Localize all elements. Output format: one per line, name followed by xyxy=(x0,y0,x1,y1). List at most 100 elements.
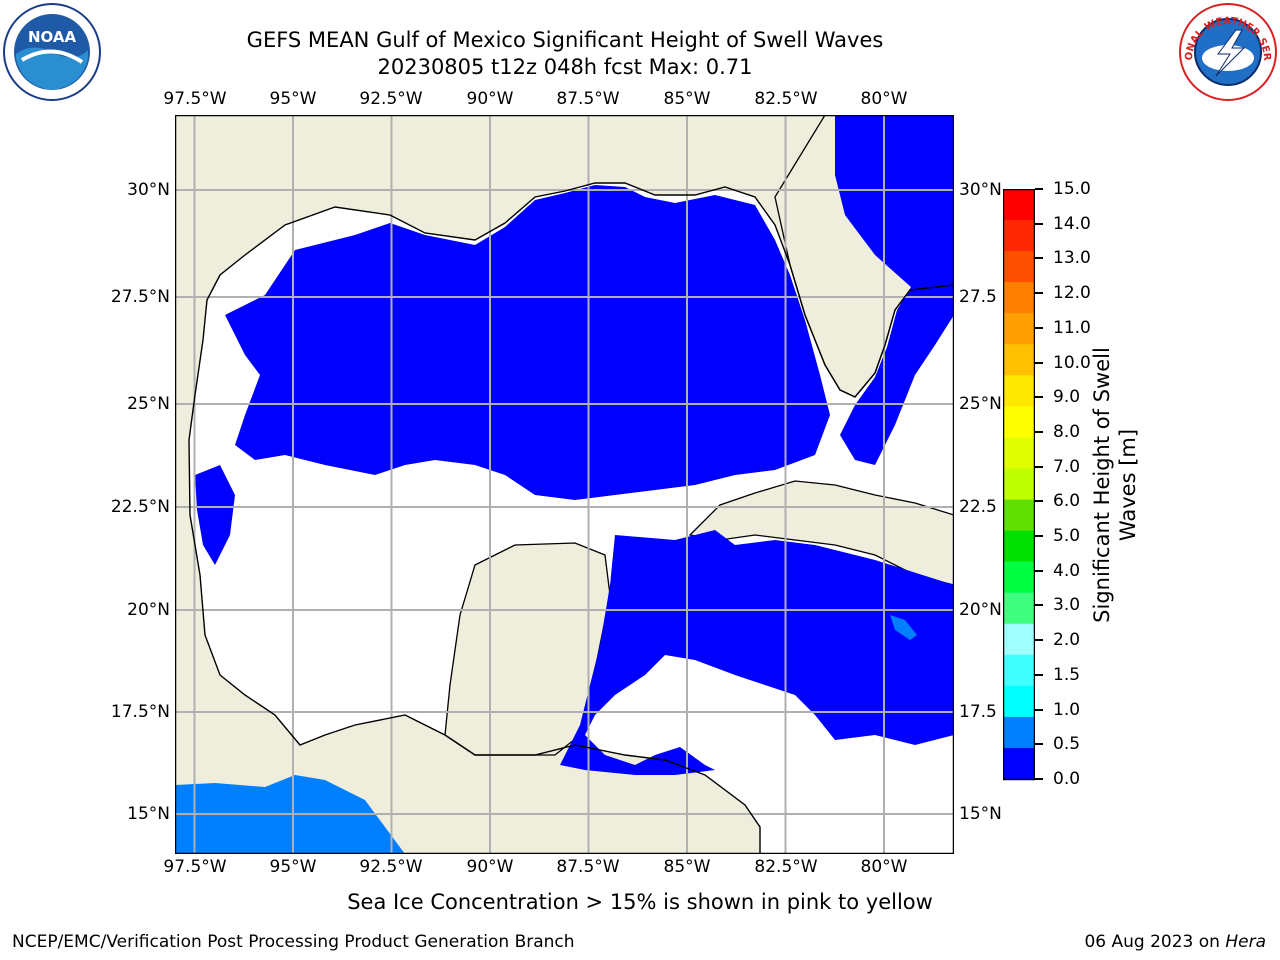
colorbar-title: Significant Height of Swell Waves [m] xyxy=(1089,285,1141,685)
credit-organization: NCEP/EMC/Verification Post Processing Pr… xyxy=(12,932,575,952)
lon-tick-top: 95°W xyxy=(269,89,317,109)
credit-date-text: 06 Aug 2023 on xyxy=(1084,932,1226,952)
graticule xyxy=(175,115,954,854)
colorbar-swatch xyxy=(1003,685,1035,718)
colorbar-label: 15.0 xyxy=(1053,179,1091,199)
colorbar-label: 2.0 xyxy=(1053,630,1081,651)
lat-tick-right: 25°N xyxy=(959,394,1002,414)
colorbar-label: 12.0 xyxy=(1053,283,1091,304)
lon-tick-top: 82.5°W xyxy=(754,89,818,109)
colorbar-label: 13.0 xyxy=(1053,248,1091,269)
colorbar-swatch xyxy=(1003,530,1035,563)
colorbar-tick xyxy=(1035,673,1043,676)
colorbar-swatch xyxy=(1003,251,1035,283)
colorbar-swatch xyxy=(1003,747,1035,780)
colorbar-label: 1.5 xyxy=(1053,664,1081,685)
map-subtitle: 20230805 t12z 048h fcst Max: 0.71 xyxy=(377,55,753,79)
lat-tick-right: 20°N xyxy=(959,600,1002,620)
colorbar-label: 14.0 xyxy=(1053,213,1091,234)
colorbar-tick xyxy=(1035,708,1043,711)
colorbar-swatch xyxy=(1003,561,1035,594)
colorbar-tick xyxy=(1035,257,1043,260)
credit-host: Hera xyxy=(1225,932,1266,952)
colorbar-swatch xyxy=(1003,716,1035,749)
colorbar-swatch xyxy=(1003,313,1035,345)
lon-tick-bottom: 90°W xyxy=(466,857,514,877)
lat-tick-left: 25°N xyxy=(127,394,170,414)
lat-tick-right: 30°N xyxy=(959,180,1002,200)
colorbar-label: 0.5 xyxy=(1053,734,1081,755)
lon-tick-top: 90°W xyxy=(466,89,514,109)
colorbar-label: 3.0 xyxy=(1053,595,1081,616)
colorbar-swatch xyxy=(1003,344,1035,376)
colorbar-label: 7.0 xyxy=(1053,456,1081,477)
lon-tick-bottom: 97.5°W xyxy=(163,857,227,877)
colorbar-label: 1.0 xyxy=(1053,699,1081,720)
colorbar-label: 0.0 xyxy=(1053,769,1081,789)
lat-tick-left: 22.5°N xyxy=(110,497,170,517)
lat-tick-right: 15°N xyxy=(959,804,1002,824)
colorbar-tick xyxy=(1035,604,1043,607)
lat-tick-left: 20°N xyxy=(127,600,170,620)
lat-tick-left: 15°N xyxy=(127,804,170,824)
lon-tick-bottom: 80°W xyxy=(860,857,908,877)
colorbar-frame xyxy=(1003,189,1035,781)
colorbar-label: 4.0 xyxy=(1053,560,1081,581)
colorbar-tick xyxy=(1035,778,1043,780)
colorbar-tick xyxy=(1035,361,1043,364)
colorbar-label: 11.0 xyxy=(1053,317,1091,338)
colorbar-label: 5.0 xyxy=(1053,526,1081,547)
colorbar-swatch xyxy=(1003,375,1035,407)
lon-tick-top: 92.5°W xyxy=(359,89,423,109)
colorbar xyxy=(1003,189,1035,781)
colorbar-title-line1: Significant Height of Swell xyxy=(1090,347,1114,623)
colorbar-swatch xyxy=(1003,437,1035,470)
colorbar-tick xyxy=(1035,396,1043,399)
map-title: GEFS MEAN Gulf of Mexico Significant Hei… xyxy=(246,28,884,52)
colorbar-tick xyxy=(1035,430,1043,433)
lat-tick-right: 27.5 xyxy=(959,287,997,307)
colorbar-tick xyxy=(1035,500,1043,503)
colorbar-tick xyxy=(1035,639,1043,642)
colorbar-tick xyxy=(1035,465,1043,468)
lon-tick-bottom: 95°W xyxy=(269,857,317,877)
lon-tick-bottom: 92.5°W xyxy=(359,857,423,877)
lon-tick-top: 97.5°W xyxy=(163,89,227,109)
lat-tick-right: 17.5 xyxy=(959,702,997,722)
sea-ice-note: Sea Ice Concentration > 15% is shown in … xyxy=(347,890,933,914)
colorbar-swatch xyxy=(1003,499,1035,532)
colorbar-swatch xyxy=(1003,654,1035,687)
lat-tick-right: 22.5 xyxy=(959,497,997,517)
coastline xyxy=(188,182,954,854)
colorbar-label: 9.0 xyxy=(1053,387,1081,408)
noaa-logo: NOAA xyxy=(3,3,101,101)
lon-tick-top: 87.5°W xyxy=(556,89,620,109)
colorbar-tick xyxy=(1035,292,1043,295)
lat-tick-left: 30°N xyxy=(127,180,170,200)
nws-logo: NATIONAL WEATHER SERVICE xyxy=(1178,2,1277,101)
colorbar-label: 8.0 xyxy=(1053,421,1081,442)
colorbar-tick xyxy=(1035,535,1043,538)
swell-field-low xyxy=(195,115,954,775)
colorbar-swatch xyxy=(1003,592,1035,625)
colorbar-title-line2: Waves [m] xyxy=(1116,428,1140,542)
colorbar-swatch xyxy=(1003,623,1035,656)
colorbar-tick xyxy=(1035,222,1043,225)
colorbar-label: 6.0 xyxy=(1053,491,1081,512)
colorbar-swatch xyxy=(1003,468,1035,501)
lat-tick-left: 17.5°N xyxy=(110,702,170,722)
colorbar-tick xyxy=(1035,188,1043,190)
colorbar-tick xyxy=(1035,326,1043,329)
credit-date: 06 Aug 2023 on Hera xyxy=(1084,932,1266,952)
colorbar-label: 10.0 xyxy=(1053,352,1091,373)
colorbar-swatch xyxy=(1003,406,1035,439)
noaa-logo-text: NOAA xyxy=(28,28,77,46)
lon-tick-top: 80°W xyxy=(860,89,908,109)
lon-tick-bottom: 85°W xyxy=(663,857,711,877)
colorbar-swatches xyxy=(1003,189,1035,780)
colorbar-swatch xyxy=(1003,220,1035,252)
colorbar-swatch xyxy=(1003,282,1035,314)
colorbar-swatch xyxy=(1003,189,1035,221)
lon-tick-top: 85°W xyxy=(663,89,711,109)
colorbar-tick xyxy=(1035,743,1043,746)
